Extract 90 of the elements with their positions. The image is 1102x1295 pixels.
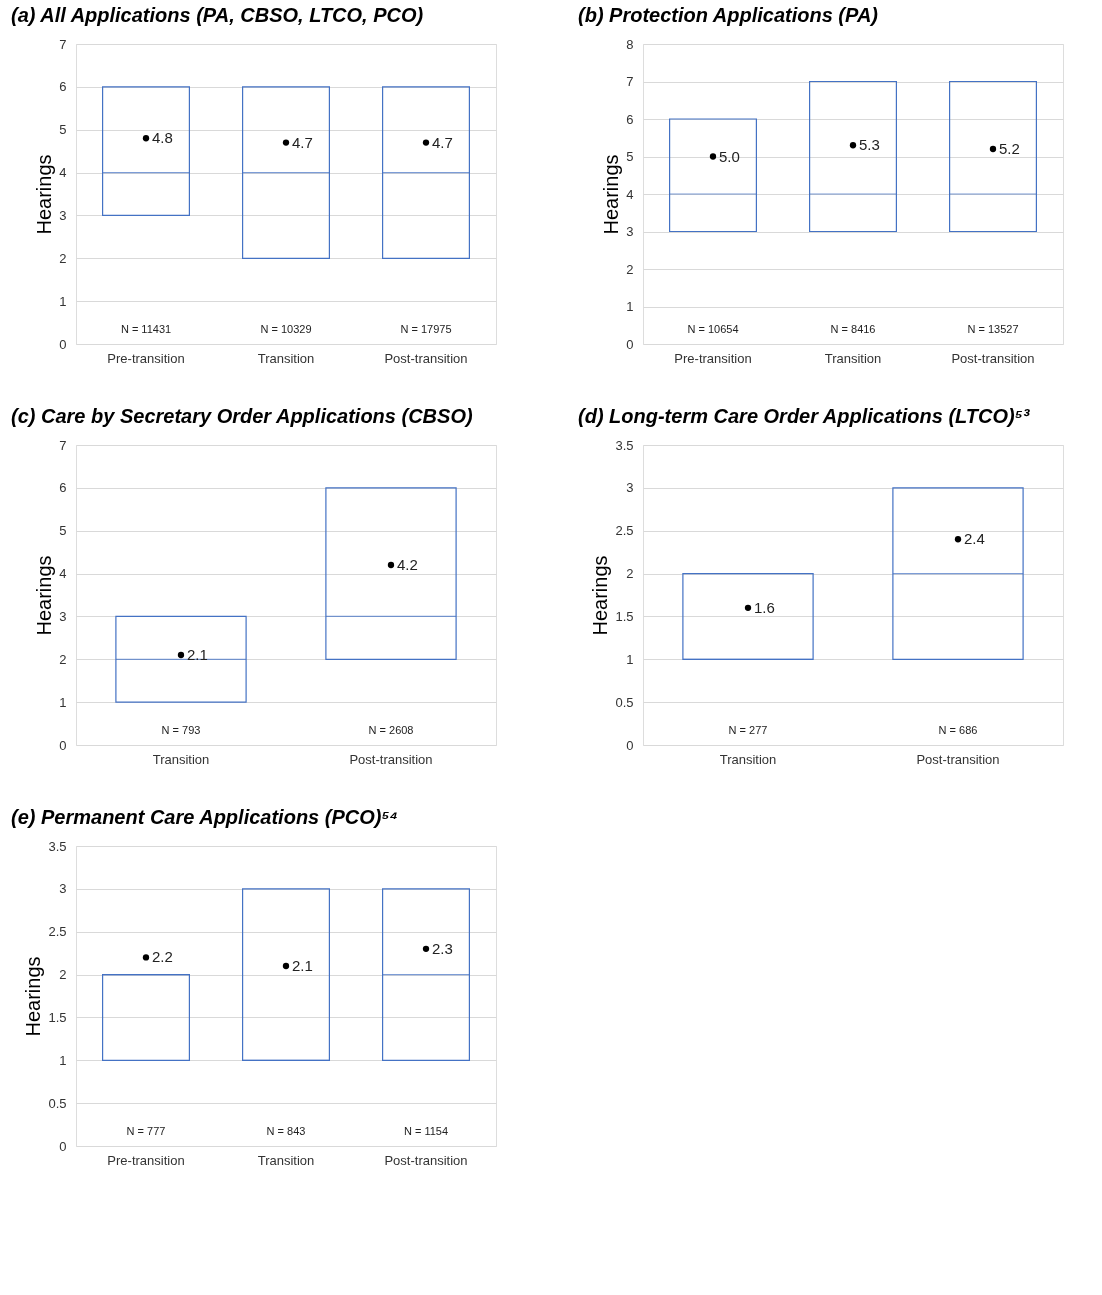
x-tick-label: Post-transition — [349, 751, 433, 767]
y-tick-label: 3.5 — [615, 437, 634, 453]
y-axis-title: Hearings — [33, 555, 56, 636]
y-axis-title: Hearings — [33, 154, 56, 235]
annotation: N = 10654 — [687, 323, 739, 335]
chart-title: (d) Long-term Care Order Applications (LTCO)⁵³ — [578, 405, 1031, 427]
x-tick-label: Pre-transition — [107, 350, 185, 366]
annotation: 1.6 — [754, 598, 775, 616]
y-tick-label: 2 — [59, 967, 67, 983]
y-tick-label: 1 — [59, 293, 67, 309]
chart-title: (c) Care by Secretary Order Applications (CBSO) — [11, 405, 473, 427]
annotation: N = 11431 — [120, 323, 172, 335]
annotation: 2.4 — [964, 530, 985, 548]
y-tick-label: 8 — [626, 36, 634, 52]
x-tick-label: Post-transition — [951, 350, 1035, 366]
y-axis-title: Hearings — [600, 154, 623, 235]
annotation: 2.3 — [432, 939, 453, 957]
y-tick-label: 5 — [59, 523, 67, 539]
y-tick-label: 1 — [626, 299, 634, 314]
annotation: 4.7 — [292, 133, 313, 151]
annotation: N = 17975 — [400, 323, 452, 335]
x-tick-label: Pre-transition — [674, 350, 752, 366]
x-tick-label: Post-transition — [384, 350, 468, 366]
y-tick-label: 1.5 — [48, 1009, 67, 1025]
y-tick-label: 7 — [626, 74, 634, 89]
chart-title: (e) Permanent Care Applications (PCO)⁵⁴ — [11, 806, 399, 828]
y-tick-label: 0.5 — [615, 694, 634, 710]
x-tick-label: Transition — [824, 350, 882, 366]
y-tick-label: 2.5 — [48, 924, 67, 940]
y-tick-label: 7 — [59, 36, 67, 52]
y-tick-label: 7 — [59, 437, 67, 453]
y-tick-label: 0 — [626, 336, 634, 352]
y-tick-label: 2 — [626, 566, 634, 582]
y-tick-label: 5 — [59, 122, 67, 138]
annotation: 4.7 — [432, 133, 453, 151]
annotation: N = 10329 — [260, 323, 312, 335]
y-tick-label: 1 — [59, 1052, 67, 1068]
annotation: N = 8416 — [830, 323, 876, 335]
y-tick-label: 6 — [626, 111, 634, 127]
annotation: N = 277 — [728, 724, 768, 736]
annotation: 2.2 — [152, 948, 173, 966]
annotation: N = 686 — [938, 724, 978, 736]
y-tick-label: 0 — [59, 336, 67, 352]
y-tick-label: 3 — [626, 480, 634, 496]
chart-title: (a) All Applications (PA, CBSO, LTCO, PCO) — [11, 4, 424, 26]
y-tick-label: 3 — [626, 224, 634, 239]
x-tick-label: Transition — [257, 1152, 315, 1168]
annotation: 2.1 — [292, 957, 313, 974]
annotation: N = 1154 — [403, 1125, 449, 1137]
y-tick-label: 3 — [59, 608, 67, 624]
annotation: N = 2608 — [368, 724, 414, 736]
y-tick-label: 4 — [59, 566, 67, 582]
y-tick-label: 5 — [626, 149, 634, 164]
annotation: N = 843 — [266, 1125, 306, 1137]
annotation: N = 793 — [161, 724, 201, 736]
y-tick-label: 4 — [59, 165, 67, 181]
x-tick-label: Post-transition — [916, 751, 1000, 767]
y-tick-label: 6 — [59, 480, 67, 496]
annotation: 4.2 — [397, 556, 418, 573]
x-tick-label: Post-transition — [384, 1152, 468, 1168]
annotation: 5.2 — [999, 140, 1020, 157]
y-axis-title: Hearings — [22, 956, 45, 1037]
x-tick-label: Pre-transition — [107, 1152, 185, 1168]
y-tick-label: 2.5 — [615, 523, 634, 539]
y-tick-label: 2 — [626, 261, 634, 277]
y-tick-label: 3 — [59, 207, 67, 223]
y-tick-label: 3 — [59, 881, 67, 897]
x-tick-label: Transition — [719, 751, 777, 767]
y-tick-label: 1 — [626, 651, 634, 667]
y-tick-label: 0 — [59, 737, 67, 753]
y-tick-label: 3.5 — [48, 838, 67, 854]
annotation: N = 777 — [126, 1125, 166, 1137]
y-tick-label: 0 — [59, 1138, 67, 1154]
annotation: 5.0 — [719, 147, 740, 165]
y-tick-label: 4 — [626, 186, 634, 202]
y-tick-label: 1 — [59, 694, 67, 710]
x-tick-label: Transition — [152, 751, 210, 767]
annotation: 4.8 — [152, 129, 173, 147]
y-tick-label: 1.5 — [615, 608, 634, 624]
y-tick-label: 2 — [59, 651, 67, 667]
y-tick-label: 2 — [59, 250, 67, 266]
y-tick-label: 6 — [59, 79, 67, 95]
annotation: 2.1 — [187, 646, 208, 663]
chart-title: (b) Protection Applications (PA) — [578, 4, 879, 26]
y-tick-label: 0 — [626, 737, 634, 753]
annotation: N = 13527 — [967, 323, 1019, 335]
annotation: 5.3 — [859, 136, 880, 154]
x-tick-label: Transition — [257, 350, 315, 366]
y-axis-title: Hearings — [589, 555, 612, 636]
y-tick-label: 0.5 — [48, 1095, 67, 1111]
